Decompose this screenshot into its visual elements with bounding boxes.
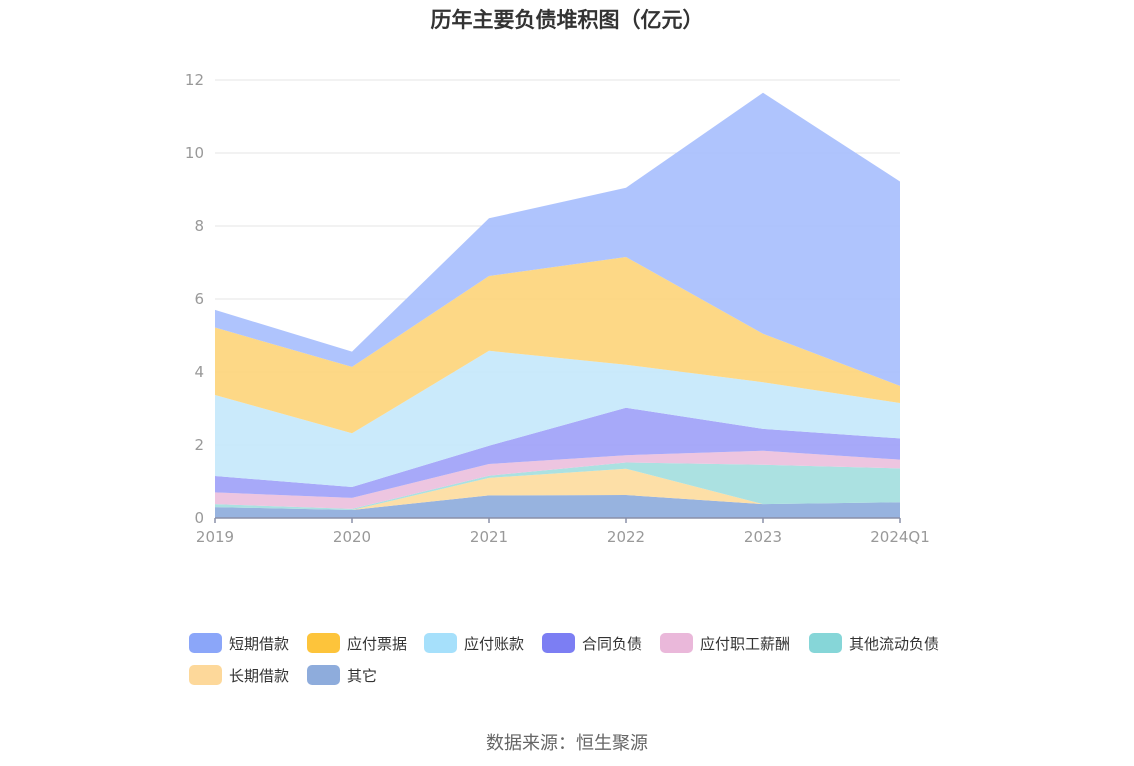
legend-label: 应付票据 xyxy=(347,634,408,653)
legend-item[interactable]: 其它 xyxy=(307,663,377,687)
y-tick-label: 4 xyxy=(194,363,204,381)
area-series xyxy=(215,450,900,509)
chart-title: 历年主要负债堆积图（亿元） xyxy=(430,8,704,32)
y-tick-label: 12 xyxy=(185,71,204,89)
x-tick-label: 2023 xyxy=(744,528,782,546)
legend-swatch xyxy=(307,665,340,685)
area-series xyxy=(215,468,900,510)
legend-item[interactable]: 短期借款 xyxy=(189,631,289,655)
area-series-group xyxy=(215,92,900,518)
y-tick-label: 2 xyxy=(194,436,204,454)
legend-swatch xyxy=(307,633,340,653)
legend-swatch xyxy=(424,633,457,653)
legend-swatch xyxy=(809,633,842,653)
y-tick-label: 8 xyxy=(194,217,204,235)
x-tick-label: 2021 xyxy=(470,528,508,546)
legend-item[interactable]: 应付票据 xyxy=(307,631,407,655)
legend-item[interactable]: 应付职工薪酬 xyxy=(660,631,790,655)
legend-swatch xyxy=(189,665,222,685)
area-series xyxy=(215,462,900,510)
area-series xyxy=(215,350,900,487)
legend-swatch xyxy=(542,633,575,653)
legend-swatch xyxy=(189,633,222,653)
area-series xyxy=(215,92,900,386)
legend-swatch xyxy=(660,633,693,653)
legend-label: 短期借款 xyxy=(229,634,290,653)
legend-label: 其它 xyxy=(347,666,378,685)
legend-item[interactable]: 应付账款 xyxy=(424,631,524,655)
y-tick-label: 10 xyxy=(185,144,204,162)
x-tick-label: 2024Q1 xyxy=(870,528,930,546)
legend-label: 其他流动负债 xyxy=(849,634,940,653)
legend-label: 合同负债 xyxy=(582,634,643,653)
legend-label: 应付账款 xyxy=(464,634,525,653)
x-tick-label: 2019 xyxy=(196,528,234,546)
area-series xyxy=(215,257,900,434)
area-series xyxy=(215,495,900,518)
legend-label: 长期借款 xyxy=(229,666,290,685)
stacked-area-chart: 0 2 4 6 8 10 12 2019 2020 2021 2022 2023 2024Q1 xyxy=(185,71,930,546)
legend-item[interactable]: 其他流动负债 xyxy=(809,631,939,655)
area-series xyxy=(215,407,900,498)
x-tick-label: 2022 xyxy=(607,528,645,546)
legend-item[interactable]: 长期借款 xyxy=(189,663,289,687)
source-note: 数据来源：恒生聚源 xyxy=(486,733,648,754)
legend-item[interactable]: 合同负债 xyxy=(542,631,642,655)
x-tick-label: 2020 xyxy=(333,528,371,546)
y-tick-label: 6 xyxy=(194,290,204,308)
legend-label: 应付职工薪酬 xyxy=(700,634,791,653)
axes: 0 2 4 6 8 10 12 2019 2020 2021 2022 2023 2024Q1 xyxy=(185,71,930,546)
y-tick-label: 0 xyxy=(194,509,204,527)
